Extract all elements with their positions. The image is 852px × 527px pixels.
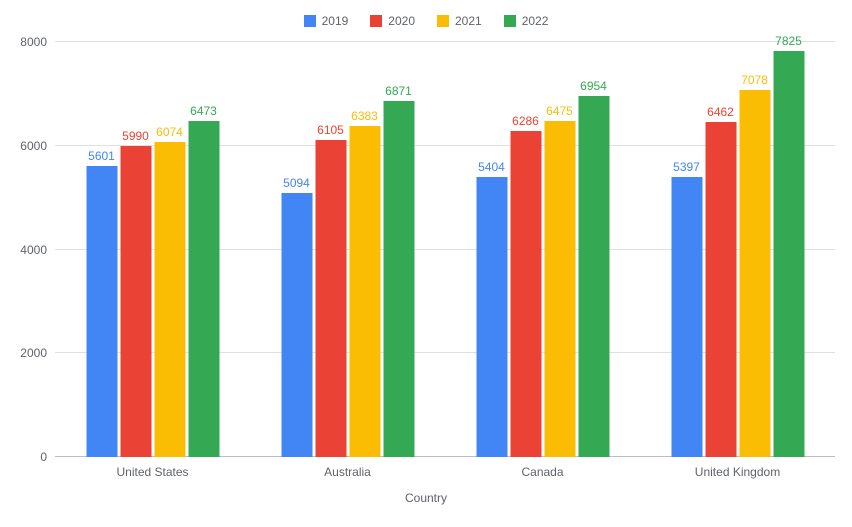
x-tick-label: Australia [324, 457, 371, 479]
bar-value-label: 6871 [385, 84, 412, 101]
bar: 6473 [188, 121, 219, 457]
x-axis-title: Country [0, 491, 852, 505]
bar: 6286 [510, 131, 541, 457]
y-tick-label: 2000 [20, 346, 55, 360]
bar: 5601 [86, 166, 117, 457]
legend-label: 2022 [522, 14, 549, 28]
chart-container: 2019202020212022 02000400060008000560159… [0, 0, 852, 527]
bar: 6475 [544, 121, 575, 457]
y-tick-label: 8000 [20, 35, 55, 49]
x-tick-label: United Kingdom [695, 457, 780, 479]
bar: 5397 [671, 177, 702, 457]
bar: 7825 [773, 51, 804, 457]
x-tick-label: Canada [521, 457, 563, 479]
bar-value-label: 6286 [512, 114, 539, 131]
bar: 6383 [349, 126, 380, 457]
legend-item: 2021 [437, 14, 482, 28]
bar-value-label: 5404 [478, 160, 505, 177]
bar: 6074 [154, 142, 185, 457]
bar-value-label: 6462 [707, 105, 734, 122]
legend-swatch [437, 15, 449, 27]
bar-value-label: 5397 [673, 160, 700, 177]
bar-value-label: 7825 [775, 34, 802, 51]
bar: 6462 [705, 122, 736, 457]
y-tick-label: 6000 [20, 139, 55, 153]
category-group: 5397646270787825United Kingdom [640, 42, 835, 457]
legend-label: 2020 [388, 14, 415, 28]
y-tick-label: 0 [40, 450, 55, 464]
legend-item: 2020 [370, 14, 415, 28]
legend-item: 2022 [504, 14, 549, 28]
bar-value-label: 6074 [156, 125, 183, 142]
legend-swatch [504, 15, 516, 27]
bar-value-label: 5094 [283, 176, 310, 193]
bar-value-label: 6383 [351, 109, 378, 126]
bar-value-label: 6105 [317, 123, 344, 140]
bar-group: 5404628664756954 [476, 96, 609, 457]
category-group: 5094610563836871Australia [250, 42, 445, 457]
bar-group: 5601599060746473 [86, 121, 219, 457]
bar-value-label: 6473 [190, 104, 217, 121]
bar: 5094 [281, 193, 312, 457]
chart-legend: 2019 2020 2021 2022 [0, 14, 852, 28]
bar-value-label: 6475 [546, 104, 573, 121]
legend-label: 2021 [455, 14, 482, 28]
bar-value-label: 7078 [741, 73, 768, 90]
x-tick-label: United States [116, 457, 188, 479]
bar: 6871 [383, 101, 414, 457]
y-tick-label: 4000 [20, 243, 55, 257]
bar-group: 5397646270787825 [671, 51, 804, 457]
bar: 6105 [315, 140, 346, 457]
legend-swatch [304, 15, 316, 27]
bar: 5990 [120, 146, 151, 457]
legend-label: 2019 [322, 14, 349, 28]
bar-group: 5094610563836871 [281, 101, 414, 457]
bar-value-label: 6954 [580, 79, 607, 96]
legend-item: 2019 [304, 14, 349, 28]
bar-value-label: 5990 [122, 129, 149, 146]
bar: 7078 [739, 90, 770, 457]
category-group: 5404628664756954Canada [445, 42, 640, 457]
category-group: 5601599060746473United States [55, 42, 250, 457]
bar: 6954 [578, 96, 609, 457]
chart-plot-area: 020004000600080005601599060746473United … [55, 42, 835, 457]
bar: 5404 [476, 177, 507, 457]
legend-swatch [370, 15, 382, 27]
bar-value-label: 5601 [88, 149, 115, 166]
